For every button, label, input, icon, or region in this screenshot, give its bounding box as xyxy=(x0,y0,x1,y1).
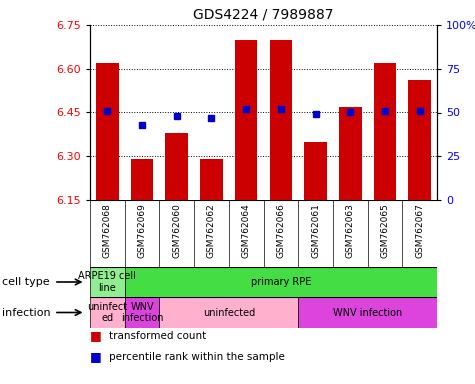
Text: GSM762068: GSM762068 xyxy=(103,204,112,258)
Text: cell type: cell type xyxy=(2,277,50,287)
Text: WNV
infection: WNV infection xyxy=(121,302,163,323)
Text: uninfected: uninfected xyxy=(203,308,255,318)
Bar xyxy=(304,142,327,200)
Bar xyxy=(339,107,361,200)
Text: GSM762061: GSM762061 xyxy=(311,204,320,258)
Text: primary RPE: primary RPE xyxy=(251,277,311,287)
Text: infection: infection xyxy=(2,308,51,318)
Bar xyxy=(408,80,431,200)
Bar xyxy=(96,63,119,200)
Bar xyxy=(160,297,298,328)
Text: GSM762060: GSM762060 xyxy=(172,204,181,258)
Bar xyxy=(270,40,292,200)
Bar xyxy=(298,297,437,328)
Text: transformed count: transformed count xyxy=(109,331,206,341)
Text: uninfect
ed: uninfect ed xyxy=(87,302,127,323)
Text: percentile rank within the sample: percentile rank within the sample xyxy=(109,352,285,362)
Bar xyxy=(200,159,223,200)
Text: ARPE19 cell
line: ARPE19 cell line xyxy=(78,271,136,293)
Text: WNV infection: WNV infection xyxy=(333,308,402,318)
Bar xyxy=(235,40,257,200)
Bar xyxy=(131,159,153,200)
Text: GSM762064: GSM762064 xyxy=(242,204,251,258)
Text: GSM762066: GSM762066 xyxy=(276,204,285,258)
Text: GSM762062: GSM762062 xyxy=(207,204,216,258)
Bar xyxy=(165,133,188,200)
Text: ■: ■ xyxy=(90,350,102,363)
Bar xyxy=(90,267,125,297)
Text: GSM762069: GSM762069 xyxy=(138,204,147,258)
Title: GDS4224 / 7989887: GDS4224 / 7989887 xyxy=(193,7,334,21)
Text: GSM762063: GSM762063 xyxy=(346,204,355,258)
Text: ■: ■ xyxy=(90,329,102,342)
Bar xyxy=(374,63,396,200)
Text: GSM762065: GSM762065 xyxy=(380,204,390,258)
Text: GSM762067: GSM762067 xyxy=(415,204,424,258)
Bar xyxy=(125,297,160,328)
Bar xyxy=(90,297,125,328)
